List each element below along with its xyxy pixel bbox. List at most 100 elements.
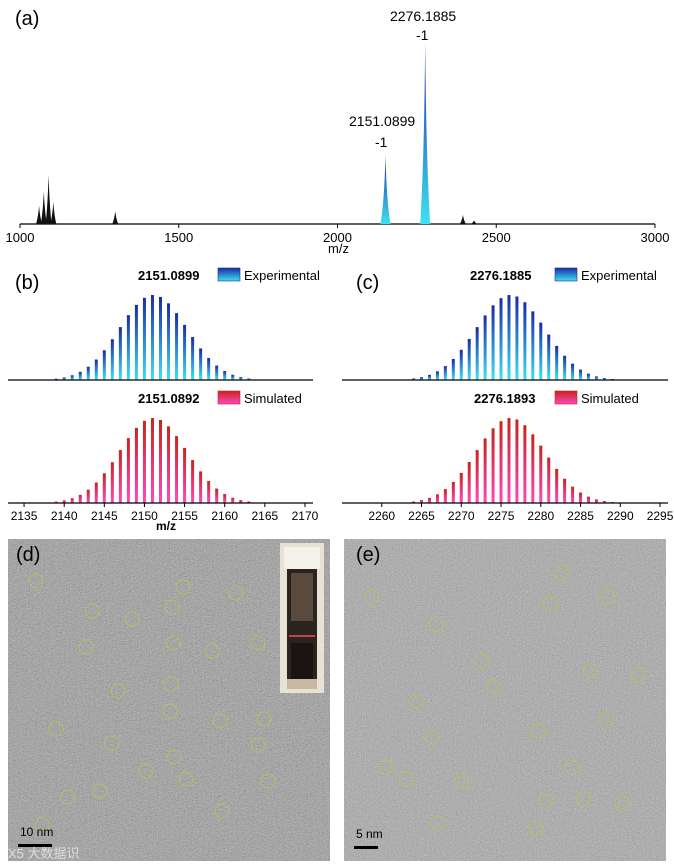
nanocluster-marker xyxy=(454,773,470,789)
peak-1060 xyxy=(36,205,43,224)
x-tick-label-2285: 2285 xyxy=(567,509,594,523)
exp-bar-2274 xyxy=(491,305,495,380)
sim-bar-2274 xyxy=(491,428,495,503)
nanocluster-marker xyxy=(124,611,140,627)
sim-value-label-c: 2276.1893 xyxy=(474,391,535,406)
exp-bar-2287 xyxy=(594,376,598,380)
x-tick-label-2295: 2295 xyxy=(647,509,674,523)
exp-bar-2289 xyxy=(610,378,614,380)
nanocluster-marker xyxy=(28,573,44,589)
exp-bar-2286 xyxy=(586,373,590,380)
sim-bar-2286 xyxy=(586,496,590,503)
peak-1105 xyxy=(50,202,57,224)
exp-bar-2144 xyxy=(94,359,98,380)
peak-label-2151: 2151.0899 xyxy=(349,113,415,129)
peak-2276 xyxy=(420,42,431,224)
nanocluster-marker xyxy=(378,759,394,775)
sim-bar-2270 xyxy=(459,472,463,503)
x-tick-label-2270: 2270 xyxy=(448,509,475,523)
nanocluster-marker xyxy=(542,595,558,611)
peak-label-2276: 2276.1885 xyxy=(390,8,456,24)
tem-texture-d xyxy=(8,539,330,861)
nanocluster-marker xyxy=(260,773,276,789)
sim-bar-2149 xyxy=(134,427,138,503)
sim-bar-2287 xyxy=(594,499,598,503)
sim-bar-2266 xyxy=(427,497,431,503)
exp-bar-2281 xyxy=(547,334,551,380)
nanocluster-marker xyxy=(178,771,194,787)
nanocluster-marker xyxy=(582,663,598,679)
nanocluster-marker xyxy=(60,789,76,805)
panel-e-label: (e) xyxy=(356,544,381,566)
nanocluster-marker xyxy=(564,759,580,775)
nanocluster-marker xyxy=(163,676,179,692)
exp-bar-2285 xyxy=(579,369,583,380)
legend-swatch-exp-b xyxy=(217,267,241,282)
tem-image-e: 5 nm xyxy=(344,539,666,861)
cuvette-inset-photo xyxy=(280,543,324,693)
nanocluster-marker xyxy=(165,635,181,651)
exp-bar-2277 xyxy=(515,296,519,380)
nanocluster-marker xyxy=(630,667,646,683)
peak-2151 xyxy=(380,154,391,224)
nanocluster-marker xyxy=(398,771,414,787)
peak-1090 xyxy=(45,174,52,224)
x-tick-label-2260: 2260 xyxy=(368,509,395,523)
exp-bar-2271 xyxy=(467,338,471,380)
exp-value-label-b: 2151.0899 xyxy=(138,268,199,283)
x-tick-label-3000: 3000 xyxy=(641,230,670,245)
exp-bar-2158 xyxy=(207,358,211,380)
x-tick-label-2170: 2170 xyxy=(292,509,319,523)
legend-swatch-sim-c xyxy=(554,390,578,405)
x-tick-label-2290: 2290 xyxy=(607,509,634,523)
exp-bar-2151 xyxy=(150,295,154,380)
nanocluster-marker xyxy=(598,711,614,727)
panel-d-label: (d) xyxy=(16,544,41,566)
sim-bar-2282 xyxy=(555,468,559,503)
sim-bar-2139 xyxy=(54,501,58,503)
nanocluster-marker xyxy=(110,683,126,699)
x-tick-label-2165: 2165 xyxy=(251,509,278,523)
exp-bar-2143 xyxy=(86,366,90,380)
exp-bar-2288 xyxy=(602,378,606,380)
sim-bar-2160 xyxy=(223,494,227,503)
exp-bar-2267 xyxy=(435,371,439,380)
sim-bar-2288 xyxy=(602,501,606,503)
exp-bar-2163 xyxy=(247,378,251,380)
nanocluster-marker xyxy=(250,635,266,651)
x-tick-label-2280: 2280 xyxy=(527,509,554,523)
sim-bar-2157 xyxy=(199,471,203,503)
exp-bar-2160 xyxy=(223,371,227,380)
x-tick-label-1000: 1000 xyxy=(6,230,35,245)
nanocluster-marker xyxy=(92,783,108,799)
exp-bar-2161 xyxy=(231,374,235,380)
exp-bar-2141 xyxy=(70,375,74,380)
sim-bar-2140 xyxy=(62,500,66,503)
exp-bar-2152 xyxy=(159,296,162,380)
sim-bar-2147 xyxy=(118,450,122,503)
exp-bar-2268 xyxy=(443,366,447,380)
sim-bar-2273 xyxy=(483,438,487,503)
exp-bar-2140 xyxy=(62,377,66,380)
sim-bar-2145 xyxy=(102,473,106,503)
x-tick-label-2160: 2160 xyxy=(211,509,238,523)
nanocluster-marker xyxy=(600,589,616,605)
sim-bar-2264 xyxy=(412,501,416,503)
exp-bar-2269 xyxy=(451,358,455,380)
nanocluster-marker xyxy=(212,713,228,729)
x-tick-label-2500: 2500 xyxy=(482,230,511,245)
sim-bar-2284 xyxy=(571,486,575,503)
exp-bar-2157 xyxy=(199,348,203,380)
sim-bar-2156 xyxy=(191,460,195,503)
exp-bar-2275 xyxy=(499,298,503,380)
nanocluster-marker xyxy=(175,579,191,595)
exp-bar-2282 xyxy=(555,345,559,380)
sim-bar-2152 xyxy=(159,419,162,503)
peak-charge-2151: -1 xyxy=(375,134,388,150)
sim-bar-2151 xyxy=(150,418,154,503)
nanocluster-marker xyxy=(430,815,446,831)
peak-2395 xyxy=(459,214,466,224)
nanocluster-marker xyxy=(530,723,546,739)
nanocluster-marker xyxy=(204,643,220,659)
sim-bar-2161 xyxy=(231,497,235,503)
